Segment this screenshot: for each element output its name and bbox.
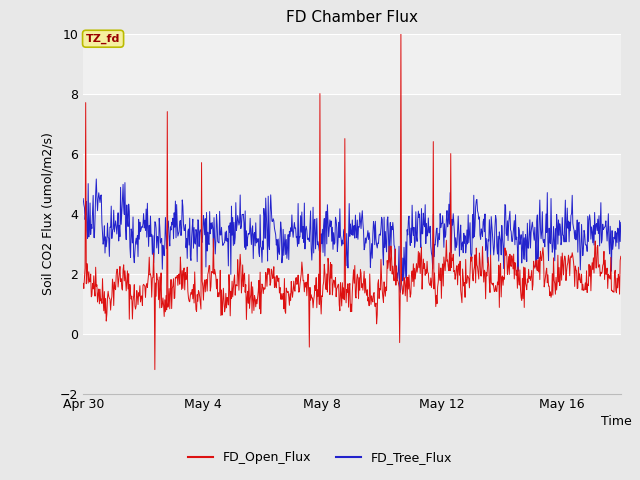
Bar [83,34,621,94]
Legend: FD_Open_Flux, FD_Tree_Flux: FD_Open_Flux, FD_Tree_Flux [182,446,458,469]
X-axis label: Time: Time [601,415,632,428]
Title: FD Chamber Flux: FD Chamber Flux [286,11,418,25]
Line: FD_Open_Flux: FD_Open_Flux [83,27,621,370]
Bar [83,214,621,274]
Line: FD_Tree_Flux: FD_Tree_Flux [83,179,621,292]
Text: TZ_fd: TZ_fd [86,34,120,44]
Bar [83,334,621,394]
Bar [83,94,621,154]
Y-axis label: Soil CO2 Flux (umol/m2/s): Soil CO2 Flux (umol/m2/s) [42,132,54,295]
Bar [83,274,621,334]
Bar [83,154,621,214]
